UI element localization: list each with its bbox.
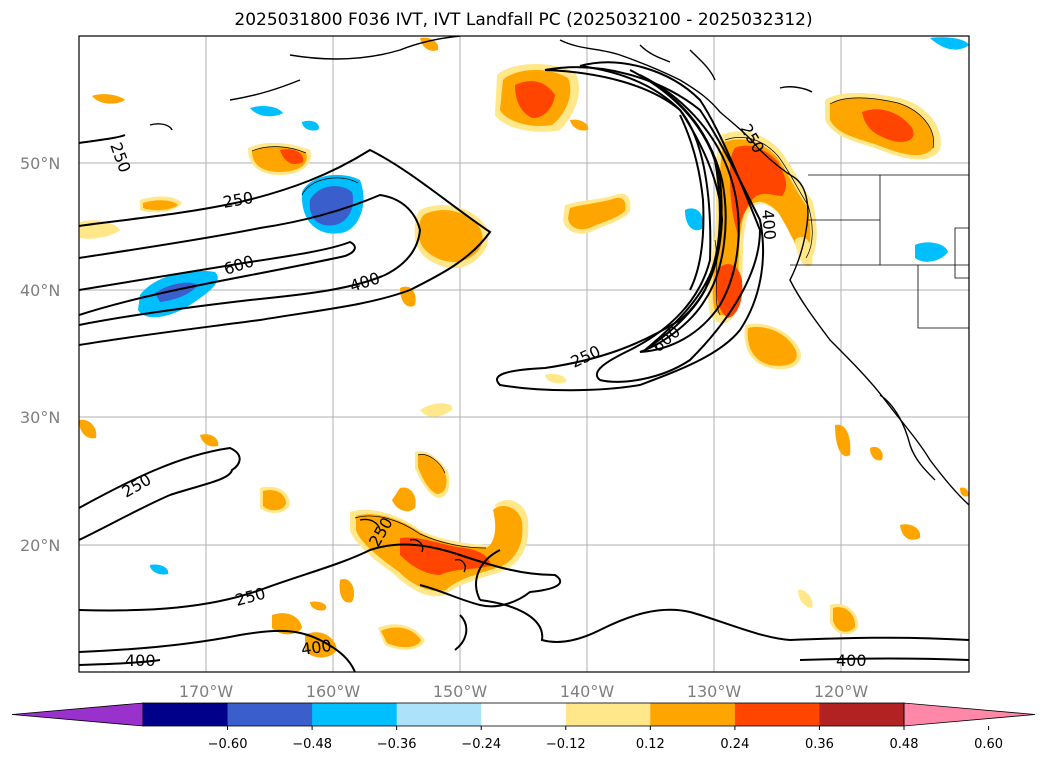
colorbar-tick-label: −0.48 <box>292 737 332 752</box>
lon-label-140w: 140°W <box>560 682 615 701</box>
colorbar-tick-label: 0.24 <box>720 737 749 752</box>
lat-label-20n: 20°N <box>20 536 60 555</box>
colorbar: −0.60 −0.48 −0.36 −0.24 −0.12 0.12 0.24 0.36 0.4… <box>11 702 1036 752</box>
map-panel <box>79 36 969 672</box>
colorbar-segment <box>312 703 398 726</box>
lon-label-160w: 160°W <box>306 682 361 701</box>
contour-label-400-e: 400 <box>836 651 867 670</box>
colorbar-tick-label: 0.36 <box>805 737 834 752</box>
longitude-labels: 170°W 160°W 150°W 140°W 130°W 120°W <box>179 682 869 701</box>
colorbar-tick-label: −0.60 <box>208 737 248 752</box>
colorbar-extend-low <box>11 702 144 727</box>
colorbar-segment <box>143 703 229 726</box>
lon-label-120w: 120°W <box>814 682 869 701</box>
lon-label-130w: 130°W <box>687 682 742 701</box>
colorbar-segment <box>481 703 567 726</box>
colorbar-tick-label: 0.60 <box>974 737 1003 752</box>
contour-label-400-b: 400 <box>758 209 780 241</box>
map-frame <box>78 35 970 673</box>
map-title: 2025031800 F036 IVT, IVT Landfall PC (20… <box>234 10 813 30</box>
lat-label-50n: 50°N <box>20 154 60 173</box>
lon-label-150w: 150°W <box>433 682 488 701</box>
contour-label-400-c: 400 <box>125 651 156 670</box>
political-boundaries <box>790 174 969 329</box>
coastline <box>149 36 969 573</box>
colorbar-segment <box>650 703 736 726</box>
contour-label-400-d: 400 <box>300 636 333 659</box>
latitude-labels: 50°N 40°N 30°N 20°N <box>20 154 60 555</box>
colorbar-border <box>142 702 905 727</box>
colorbar-extend-high <box>903 702 1036 727</box>
ivt-contours <box>79 61 969 672</box>
negative-anomaly-shading <box>138 37 969 575</box>
shading-outlines <box>251 97 934 549</box>
colorbar-segment <box>227 703 313 726</box>
colorbar-tick-label: −0.12 <box>546 737 586 752</box>
colorbar-segment <box>396 703 482 726</box>
colorbar-segment <box>565 703 651 726</box>
colorbar-tick-label: −0.24 <box>461 737 501 752</box>
colorbar-segment <box>819 703 905 726</box>
colorbar-tick-label: 0.48 <box>890 737 919 752</box>
colorbar-tick-label: 0.12 <box>636 737 665 752</box>
lon-label-170w: 170°W <box>179 682 234 701</box>
colorbar-segment <box>734 703 820 726</box>
lat-label-40n: 40°N <box>20 281 60 300</box>
positive-anomaly-shading <box>79 37 969 658</box>
colorbar-tick-label: −0.36 <box>377 737 417 752</box>
lat-label-30n: 30°N <box>20 408 60 427</box>
